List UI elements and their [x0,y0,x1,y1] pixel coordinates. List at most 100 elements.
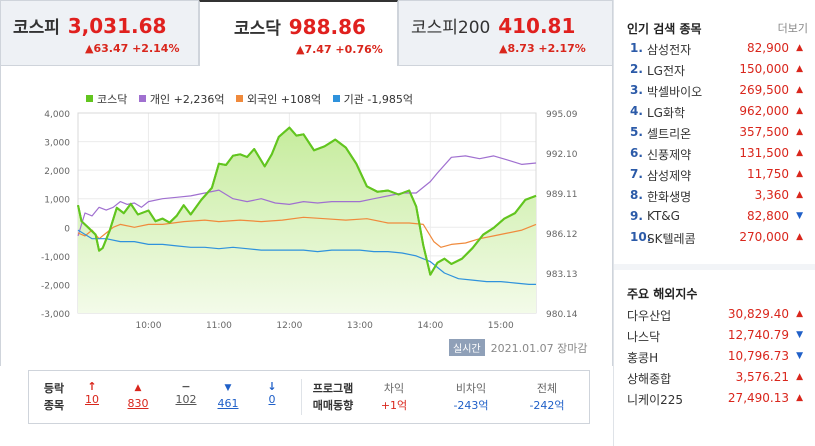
right-axis-tick: 995.09 [546,110,578,120]
breadth-title-line2: 종목 [43,399,65,412]
popular-stock-row[interactable]: 7. 삼성제약 11,750 ▲ [627,167,807,188]
legend-kosdaq-swatch [86,95,93,102]
overseas-index-row[interactable]: 다우산업 30,829.40 ▲ [627,307,807,328]
stock-name[interactable]: 신풍제약 [647,148,692,162]
overseas-index-name[interactable]: 상해종합 [627,372,672,386]
up-arrow-icon: ▲ [796,43,803,53]
tab-kospi200[interactable]: 코스피200 410.81 ▲8.73 +2.17% [398,0,613,66]
overseas-index-name[interactable]: 니케이225 [627,393,684,407]
up-arrow-icon: ▲ [796,309,803,319]
foreign-line [77,216,537,248]
chart-timestamp: 실시간 2021.01.07 장마감 [449,339,587,356]
right-axis-tick: 986.12 [546,230,578,240]
program-total-label: 전체 [536,382,558,395]
popular-stock-row[interactable]: 5. 셀트리온 357,500 ▲ [627,125,807,146]
chart-area [0,66,613,366]
tab-kosdaq-change: ▲7.47 +0.76% [296,43,383,56]
x-axis-tick: 12:00 [276,321,302,331]
overseas-index-row[interactable]: 상해종합 3,576.21 ▲ [627,370,807,391]
left-axis-tick: 4,000 [44,110,70,120]
program-non-arbitrage: 비차익 -243억 [441,380,501,413]
stock-name[interactable]: 한화생명 [647,190,692,204]
right-sidebar: 인기 검색 종목 더보기 1. 삼성전자 82,900 ▲ 2. LG전자 150,000 ▲… [613,0,815,446]
overseas-index-row[interactable]: 니케이225 27,490.13 ▲ [627,391,807,412]
stock-rank: 10. [630,230,652,244]
tab-kospi[interactable]: 코스피 3,031.68 ▲63.47 +2.14% [0,0,199,66]
left-axis-tick: -1,000 [41,253,70,263]
individual-line [77,155,537,237]
tab-kosdaq[interactable]: 코스닥 988.86 ▲7.47 +0.76% [199,0,398,66]
down-arrow-icon: ▼ [796,330,803,340]
lower-limit-count[interactable]: 0 [268,393,276,406]
stock-rank: 8. [630,188,643,202]
stock-price: 270,000 [739,230,789,244]
overseas-index-row[interactable]: 홍콩H 10,796.73 ▼ [627,349,807,370]
program-title-line1: 프로그램 [312,382,354,395]
legend-institution-label: 기관 -1,985억 [343,93,413,106]
overseas-index-name[interactable]: 나스닥 [627,330,661,344]
stock-name[interactable]: LG전자 [647,64,686,78]
tab-kospi200-change: ▲8.73 +2.17% [499,42,586,55]
legend-foreign[interactable]: 외국인 +108억 [235,93,321,106]
legend-institution[interactable]: 기관 -1,985억 [332,93,413,106]
popular-stock-row[interactable]: 1. 삼성전자 82,900 ▲ [627,41,807,62]
x-axis-tick: 15:00 [488,321,514,331]
legend-individual-swatch [138,95,146,102]
stock-rank: 6. [630,146,643,160]
overseas-index-value: 27,490.13 [727,391,789,405]
overseas-index-name[interactable]: 홍콩H [627,351,659,365]
stock-name[interactable]: 삼성제약 [647,169,692,183]
stock-name[interactable]: KT&G [647,209,680,223]
program-title: 프로그램 매매동향 [311,380,355,414]
stock-name[interactable]: LG화학 [647,106,686,120]
fall-count[interactable]: 461 [217,397,239,410]
stock-rank: 7. [630,167,643,181]
stock-price: 3,360 [754,188,789,202]
popular-stock-row[interactable]: 9. KT&G 82,800 ▼ [627,209,807,230]
flat-count[interactable]: 102 [175,393,197,406]
realtime-badge: 실시간 [449,339,485,356]
breadth-divider [301,379,302,415]
overseas-index-row[interactable]: 나스닥 12,740.79 ▼ [627,328,807,349]
overseas-index-title: 주요 해외지수 [627,287,698,301]
stock-rank: 5. [630,125,643,139]
down-arrow-icon: ▼ [796,351,803,361]
legend-kosdaq[interactable]: 코스닥 [86,93,127,106]
overseas-index-value: 10,796.73 [727,349,789,363]
x-axis-tick: 13:00 [347,321,373,331]
stock-name[interactable]: 삼성전자 [647,43,692,57]
left-axis-tick: 1,000 [44,196,70,206]
up-arrow-icon: ▲ [796,85,803,95]
popular-stock-row[interactable]: 4. LG화학 962,000 ▲ [627,104,807,125]
rise-count[interactable]: 830 [127,397,149,410]
program-title-line2: 매매동향 [312,399,354,412]
right-axis-tick: 992.10 [546,150,578,160]
tab-kosdaq-value: 988.86 [288,15,366,39]
stock-name[interactable]: 셀트리온 [647,127,692,141]
institution-line [77,229,536,285]
index-tabs: 코스피 3,031.68 ▲63.47 +2.14% 코스닥 988.86 ▲7… [0,0,613,66]
stock-rank: 4. [630,104,643,118]
breadth-title-line1: 등락 [43,382,65,395]
left-axis-tick: -3,000 [41,310,70,320]
stock-name[interactable]: 박셀바이오 [647,85,703,99]
stock-name[interactable]: SK텔레콤 [647,232,696,246]
popular-stock-row[interactable]: 6. 신풍제약 131,500 ▲ [627,146,807,167]
upper-limit-icon: ↑ [87,380,97,393]
more-link[interactable]: 더보기 [777,22,808,35]
overseas-index-name[interactable]: 다우산업 [627,309,672,323]
right-axis-tick: 980.14 [546,310,578,320]
popular-stock-row[interactable]: 10. SK텔레콤 270,000 ▲ [627,230,807,251]
kosdaq-line-top [77,126,537,276]
breadth-flat: − 102 [169,380,203,406]
left-axis-tick: 2,000 [44,167,70,177]
popular-stock-row[interactable]: 2. LG전자 150,000 ▲ [627,62,807,83]
program-arbitrage: 차익 +1억 [369,380,419,413]
legend-individual[interactable]: 개인 +2,236억 [138,93,224,106]
upper-limit-count[interactable]: 10 [85,393,99,406]
market-index-panel: 코스피 3,031.68 ▲63.47 +2.14% 코스닥 988.86 ▲7… [0,0,613,424]
stock-price: 82,900 [747,41,789,55]
popular-stock-row[interactable]: 8. 한화생명 3,360 ▲ [627,188,807,209]
popular-stock-row[interactable]: 3. 박셀바이오 269,500 ▲ [627,83,807,104]
program-total-value: -242억 [529,399,565,412]
